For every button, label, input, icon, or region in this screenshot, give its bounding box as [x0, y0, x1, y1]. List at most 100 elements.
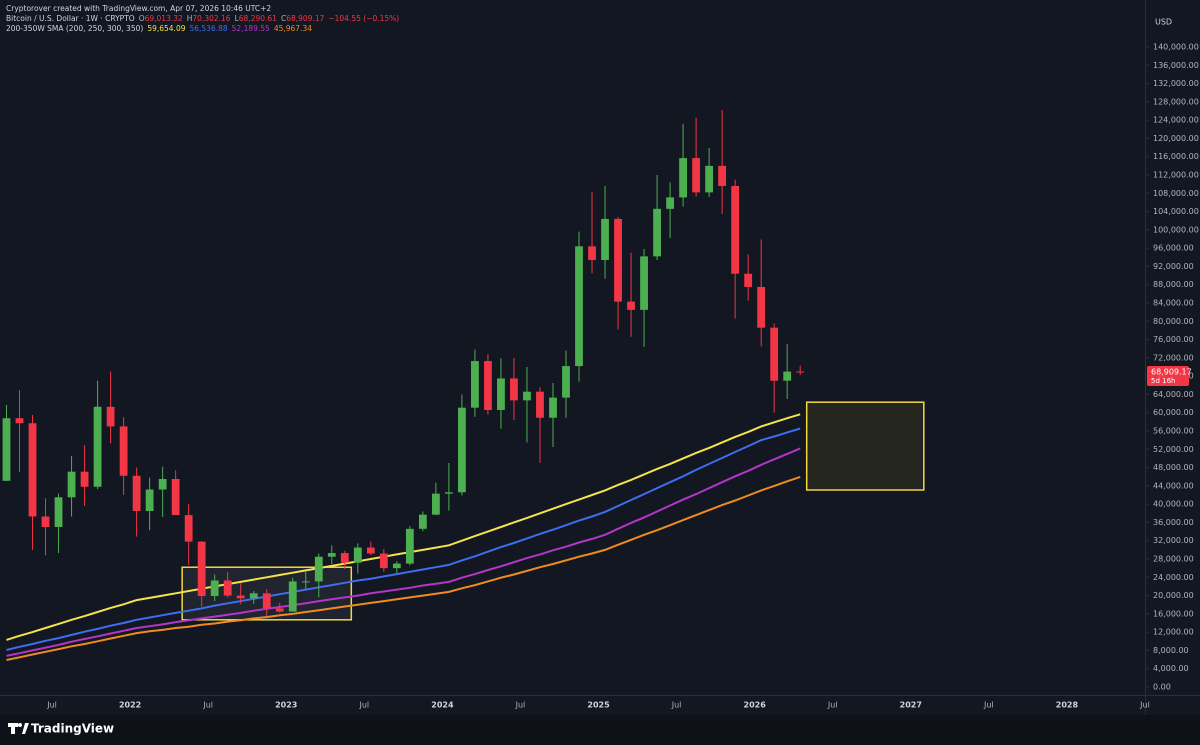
candle-body: [301, 581, 310, 583]
y-tick-label: 100,000.00: [1153, 225, 1199, 234]
indicator: 200-350W SMA (200, 250, 300, 350): [6, 24, 144, 33]
candle-body: [93, 406, 102, 487]
candle-body: [379, 553, 388, 569]
y-tick-label: 96,000.00: [1153, 244, 1194, 253]
candle-body: [575, 246, 583, 367]
y-tick-label: 120,000.00: [1153, 134, 1199, 143]
ohlc-key: L: [234, 14, 239, 23]
candle-body: [679, 158, 687, 198]
y-tick-label: 108,000.00: [1153, 189, 1199, 198]
credit: Cryptorover created with TradingView.com…: [6, 4, 272, 13]
candle-body: [497, 378, 505, 410]
candle-body: [145, 489, 154, 511]
x-tick-label: 2028: [1056, 701, 1079, 710]
candle-body: [705, 165, 714, 193]
candle-body: [536, 391, 544, 418]
y-tick-label: 52,000.00: [1153, 445, 1194, 454]
x-tick-label: 2024: [431, 701, 454, 710]
y-tick-label: 32,000.00: [1153, 536, 1194, 545]
y-tick-label: 132,000.00: [1153, 79, 1199, 88]
x-tick-label: 2027: [900, 701, 922, 710]
candle-body: [444, 492, 453, 494]
x-tick-label: 2023: [275, 701, 297, 710]
y-tick-label: 116,000.00: [1153, 152, 1199, 161]
y-tick-label: 48,000.00: [1153, 463, 1194, 472]
candle-body: [510, 378, 518, 401]
footer-brand: TradingView: [31, 722, 114, 736]
price-badge-countdown: 5d 16h: [1151, 377, 1175, 385]
candle-body: [314, 556, 323, 582]
x-tick-label: Jul: [983, 701, 994, 710]
candle-body: [236, 595, 245, 599]
price-badge: [1147, 365, 1189, 386]
logo: TradingView: [8, 722, 114, 736]
ohlc-key: C: [280, 14, 287, 23]
candle-body: [458, 407, 466, 493]
x-tick-label: 2022: [119, 701, 141, 710]
x-tick-label: Jul: [515, 701, 526, 710]
x-tick-label: 2025: [587, 701, 610, 710]
candle-body: [340, 553, 349, 563]
candle-body: [718, 165, 727, 186]
y-tick-label: 40,000.00: [1153, 500, 1194, 509]
sma-value: 56,536.88: [189, 24, 228, 33]
y-tick-label: 28,000.00: [1153, 555, 1194, 564]
y-tick-label: 128,000.00: [1153, 97, 1199, 106]
y-tick-label: 20,000.00: [1153, 591, 1194, 600]
candle-body: [67, 471, 76, 498]
symbol: Bitcoin / U.S. Dollar · 1W · CRYPTO: [6, 14, 135, 23]
candle-body: [275, 608, 284, 612]
y-tick-label: 88,000.00: [1153, 280, 1194, 289]
logo-icon: [22, 723, 29, 734]
annotation-box: [805, 401, 925, 491]
change: −104.55 (−0.15%): [328, 14, 400, 23]
sma-line: [6, 427, 801, 651]
candle-body: [106, 406, 115, 427]
candle-body: [627, 301, 635, 310]
candle-body: [523, 391, 531, 401]
y-tick-label: 56,000.00: [1153, 427, 1194, 436]
candle-body: [327, 553, 336, 557]
y-tick-label: 112,000.00: [1153, 171, 1199, 180]
x-tick-label: Jul: [827, 701, 838, 710]
candle-body: [614, 218, 622, 302]
y-tick-label: 24,000.00: [1153, 573, 1194, 582]
candle-body: [223, 580, 232, 596]
candle-body: [210, 580, 219, 597]
ohlc-value: 68,909.17: [286, 14, 325, 23]
ohlc-value: 70,302.16: [192, 14, 231, 23]
logo-icon: [18, 723, 22, 727]
candle-body: [158, 479, 167, 490]
candle-body: [653, 208, 661, 257]
y-tick-label: 4,000.00: [1153, 664, 1189, 673]
y-tick-label: 136,000.00: [1153, 61, 1199, 70]
candle-body: [171, 479, 180, 516]
candle-body: [731, 185, 740, 274]
currency-label: USD: [1155, 18, 1172, 27]
sma-line: [6, 447, 801, 657]
y-tick-label: 0.00: [1153, 683, 1171, 692]
candle-body: [54, 497, 63, 527]
candle-body: [757, 287, 766, 328]
candle-body: [2, 418, 11, 481]
candle-body: [249, 593, 258, 599]
x-tick-label: Jul: [1139, 701, 1150, 710]
candle-body: [640, 256, 648, 310]
sma-line: [6, 413, 801, 641]
candle-body: [431, 493, 440, 515]
price-badge-label: 68,909.17: [1151, 367, 1192, 376]
ohlc-key: O: [138, 14, 145, 23]
header: Cryptorover created with TradingView.com…: [6, 4, 399, 34]
sma-line: [6, 475, 801, 661]
candle-body: [41, 516, 50, 527]
sma-value: 59,654.09: [147, 24, 186, 33]
candle-body: [601, 218, 609, 261]
y-tick-label: 92,000.00: [1153, 262, 1194, 271]
ohlc-key: H: [186, 14, 193, 23]
candle-body: [28, 423, 37, 517]
y-tick-label: 124,000.00: [1153, 116, 1199, 125]
candle-body: [392, 563, 401, 569]
y-tick-label: 140,000.00: [1153, 43, 1199, 52]
